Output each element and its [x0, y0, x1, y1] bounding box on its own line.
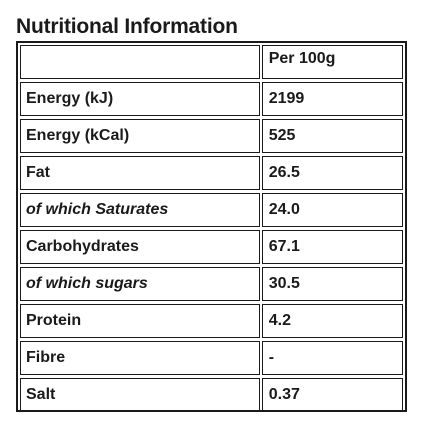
- nutrient-label: Protein: [20, 304, 260, 338]
- header-value-cell: Per 100g: [261, 45, 403, 79]
- table-row: Energy (kCal) 525: [20, 119, 403, 153]
- table-row: Fibre -: [20, 341, 403, 375]
- table-row: Fat 26.5: [20, 156, 403, 190]
- table-row: Energy (kJ) 2199: [20, 82, 403, 116]
- nutrient-label: Carbohydrates: [20, 230, 260, 264]
- nutrient-value: 2199: [261, 82, 403, 116]
- nutrient-label: Fat: [20, 156, 260, 190]
- nutrient-label: Energy (kCal): [20, 119, 260, 153]
- nutrient-label: of which Saturates: [20, 193, 260, 227]
- table-row: Protein 4.2: [20, 304, 403, 338]
- nutrient-value: 525: [261, 119, 403, 153]
- nutrient-value: 26.5: [261, 156, 403, 190]
- table-row: Salt 0.37: [20, 378, 403, 412]
- nutrient-label: Fibre: [20, 341, 260, 375]
- nutrient-value: -: [261, 341, 403, 375]
- nutrient-label: of which sugars: [20, 267, 260, 301]
- table-row: of which Saturates 24.0: [20, 193, 403, 227]
- table-row: of which sugars 30.5: [20, 267, 403, 301]
- nutrient-value: 4.2: [261, 304, 403, 338]
- nutrient-value: 67.1: [261, 230, 403, 264]
- nutrient-value: 24.0: [261, 193, 403, 227]
- nutrition-table: Per 100g Energy (kJ) 2199 Energy (kCal) …: [16, 41, 407, 412]
- header-label-cell: [20, 45, 260, 79]
- page-title: Nutritional Information: [16, 15, 238, 38]
- nutrient-label: Energy (kJ): [20, 82, 260, 116]
- nutrient-value: 0.37: [261, 378, 403, 412]
- nutrient-label: Salt: [20, 378, 260, 412]
- table-header-row: Per 100g: [20, 45, 403, 79]
- table-row: Carbohydrates 67.1: [20, 230, 403, 264]
- nutrient-value: 30.5: [261, 267, 403, 301]
